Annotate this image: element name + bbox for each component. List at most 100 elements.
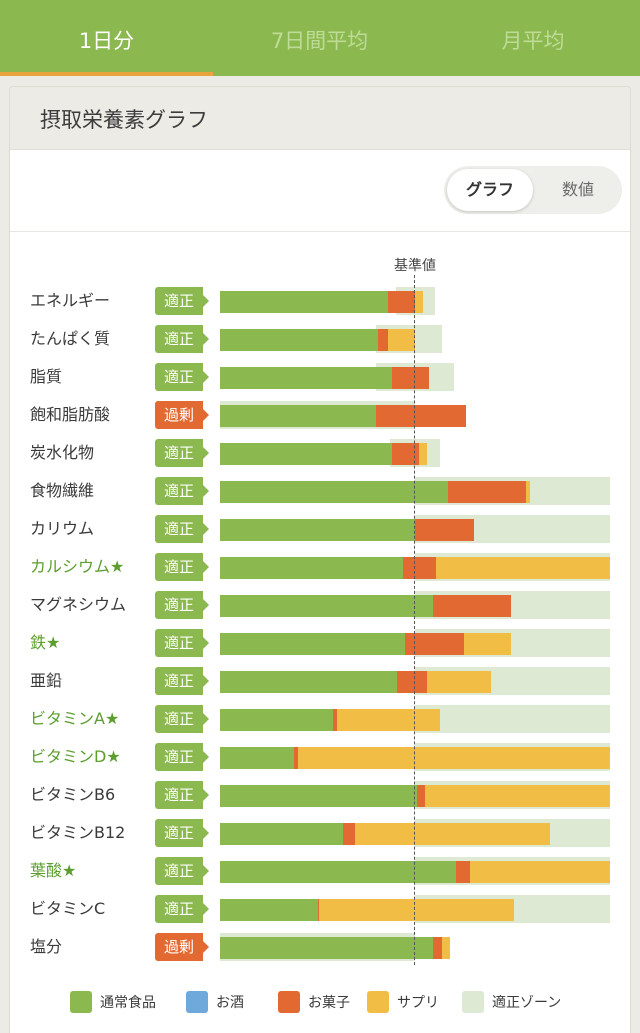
bar-sweets	[377, 329, 388, 351]
legend-swatch	[278, 990, 300, 1013]
nutrient-row: 葉酸★ 適正	[10, 852, 630, 890]
status-badge: 適正	[155, 439, 209, 467]
status-badge: 適正	[155, 705, 209, 733]
reference-line	[414, 275, 415, 965]
status-badge: 過剰	[155, 401, 209, 429]
nutrient-row: 塩分 過剰	[10, 928, 630, 966]
bar-track	[220, 743, 610, 771]
bar-supplement	[426, 671, 492, 693]
nutrient-name: 飽和脂肪酸	[30, 405, 111, 424]
bar-track	[220, 439, 610, 467]
bar-normal-food	[220, 709, 334, 731]
bar-normal-food	[220, 937, 433, 959]
bar-sweets	[391, 367, 429, 389]
bar-sweets	[294, 747, 298, 769]
nutrient-row: カリウム 適正	[10, 510, 630, 548]
nutrient-name: ビタミンA★	[30, 709, 120, 728]
tab-1day[interactable]: 1日分	[78, 29, 135, 53]
nutrient-name: 食物繊維	[30, 481, 95, 500]
status-badge: 適正	[155, 895, 209, 923]
legend-item-zone: 適正ゾーン	[462, 985, 561, 1021]
bar-sweets	[448, 481, 527, 503]
status-badge: 適正	[155, 325, 209, 353]
nutrient-name: マグネシウム	[30, 595, 127, 614]
bar-sweets	[416, 785, 425, 807]
bar-supplement	[415, 291, 423, 313]
bar-sweets	[405, 633, 464, 655]
bar-normal-food	[220, 481, 449, 503]
legend-label: サプリ	[397, 995, 439, 1011]
bar-sweets	[403, 557, 437, 579]
bar-sweets	[342, 823, 355, 845]
bar-track	[220, 895, 610, 923]
legend-item-sweets: お菓子	[278, 985, 350, 1021]
nutrient-name: 亜鉛	[30, 671, 63, 690]
divider	[10, 231, 630, 232]
bar-supplement	[387, 329, 415, 351]
status-badge: 適正	[155, 287, 209, 315]
chart-legend: 通常食品 お酒 お菓子 サプリ 適正ゾーン	[10, 985, 630, 1021]
bar-track	[220, 591, 610, 619]
bar-sweets	[432, 937, 443, 959]
tab-monthly-average[interactable]: 月平均	[501, 29, 565, 53]
bar-sweets	[432, 595, 511, 617]
bar-normal-food	[220, 899, 318, 921]
bar-normal-food	[220, 747, 295, 769]
bar-track	[220, 477, 610, 505]
bar-supplement	[442, 937, 451, 959]
nutrient-name: エネルギー	[30, 291, 111, 310]
nutrient-name: 葉酸★	[30, 861, 77, 880]
status-badge: 適正	[155, 515, 209, 543]
bar-supplement	[337, 709, 441, 731]
status-badge: 適正	[155, 857, 209, 885]
bar-supplement	[319, 899, 515, 921]
bar-normal-food	[220, 823, 343, 845]
legend-label: 適正ゾーン	[492, 995, 562, 1011]
bar-normal-food	[220, 557, 404, 579]
nutrient-name: 塩分	[30, 937, 63, 956]
active-tab-indicator	[0, 72, 213, 76]
legend-swatch	[186, 990, 208, 1013]
nutrient-row: 食物繊維 適正	[10, 472, 630, 510]
bar-normal-food	[220, 291, 388, 313]
bar-supplement	[469, 861, 610, 883]
bar-supplement	[354, 823, 550, 845]
legend-item-alcohol: お酒	[186, 985, 244, 1021]
nutrient-row: 亜鉛 適正	[10, 662, 630, 700]
bar-track	[220, 933, 610, 961]
bar-sweets	[317, 899, 320, 921]
bar-sweets	[397, 671, 427, 693]
nutrient-row: ビタミンD★ 適正	[10, 738, 630, 776]
bar-normal-food	[220, 367, 392, 389]
nutrient-row: 鉄★ 適正	[10, 624, 630, 662]
graph-view-button[interactable]: グラフ	[447, 169, 533, 211]
bar-track	[220, 401, 610, 429]
nutrient-name: カリウム	[30, 519, 95, 538]
bar-normal-food	[220, 633, 406, 655]
status-badge: 適正	[155, 553, 209, 581]
legend-swatch	[367, 990, 389, 1013]
status-badge: 適正	[155, 477, 209, 505]
tab-7day-average[interactable]: 7日間平均	[270, 29, 369, 53]
legend-swatch	[462, 990, 484, 1013]
status-badge: 適正	[155, 363, 209, 391]
legend-item-normal-food: 通常食品	[70, 985, 156, 1021]
status-badge: 適正	[155, 591, 209, 619]
card-title: 摂取栄養素グラフ	[40, 108, 208, 132]
bar-track	[220, 819, 610, 847]
legend-label: お菓子	[308, 995, 350, 1011]
reference-label: 基準値	[394, 258, 436, 274]
numeric-view-button[interactable]: 数値	[561, 180, 594, 199]
legend-swatch	[70, 990, 92, 1013]
nutrient-graph-card: 摂取栄養素グラフ グラフ 数値 基準値 エネルギー 適正 たんぱく質 適正 脂質 適正 飽和…	[9, 86, 631, 1033]
nutrient-row: 炭水化物 適正	[10, 434, 630, 472]
nutrient-name: ビタミンC	[30, 899, 106, 918]
status-badge: 適正	[155, 629, 209, 657]
bar-sweets	[387, 291, 415, 313]
nutrient-row: 飽和脂肪酸 過剰	[10, 396, 630, 434]
status-badge: 適正	[155, 743, 209, 771]
appropriate-zone	[415, 705, 610, 733]
view-toggle: グラフ 数値	[444, 166, 622, 214]
bar-supplement	[526, 481, 531, 503]
status-badge: 適正	[155, 781, 209, 809]
